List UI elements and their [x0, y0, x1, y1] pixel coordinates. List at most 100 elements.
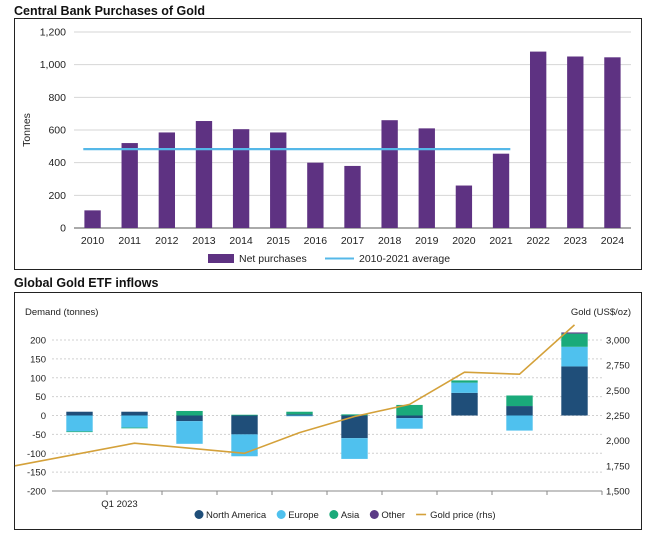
chart1-x-tick-label: 2021 [489, 235, 513, 247]
chart1-border [14, 18, 642, 270]
chart2-y2-tick-label: 3,000 [606, 336, 630, 347]
chart1-bar-2019 [418, 128, 435, 228]
chart2-bar-north-america [176, 415, 203, 422]
chart2-y-tick-label: -200 [27, 487, 46, 498]
chart2-legend-label-north-america: North America [206, 510, 267, 521]
chart2-bar-asia [561, 333, 588, 347]
chart1-x-tick-label: 2017 [341, 235, 365, 247]
chart2-bar-north-america [561, 366, 588, 416]
chart2-y-tick-label: -100 [27, 449, 46, 460]
chart1-y-tick-label: 200 [48, 190, 66, 202]
chart1-bar-2012 [158, 132, 176, 228]
chart1-bar-2022 [529, 51, 547, 228]
chart2-y-tick-label: -50 [32, 430, 46, 441]
chart2-y-tick-label: 100 [30, 373, 46, 384]
chart2-y2-tick-label: 1,750 [606, 461, 630, 472]
chart2-bar-europe [176, 421, 203, 444]
chart2-legend-label-other: Other [381, 510, 405, 521]
chart2-x-tick-label: Q1 2023 [101, 499, 137, 510]
chart1-bar-2015 [270, 132, 287, 228]
chart2-bar-north-america [121, 411, 148, 416]
chart1-x-tick-label: 2023 [564, 235, 588, 247]
chart2-y-tick-label: -150 [27, 468, 46, 479]
chart2-bar-asia [121, 427, 148, 429]
chart1-bar-2014 [232, 129, 250, 228]
chart1-y-tick-label: 1,200 [40, 27, 66, 39]
chart1-x-tick-label: 2018 [378, 235, 402, 247]
chart1-y-tick-label: 0 [60, 223, 66, 235]
chart2-bar-north-america [396, 415, 423, 419]
chart1-x-tick-label: 2016 [304, 235, 328, 247]
chart2-bar-north-america [506, 406, 533, 416]
chart2-legend-swatch-asia [329, 510, 339, 519]
chart1-x-tick-label: 2020 [452, 235, 476, 247]
chart2-y2-tick-label: 2,000 [606, 436, 630, 447]
chart1-bar-2011 [121, 143, 138, 228]
chart1-bar-2023 [567, 56, 584, 228]
chart2-border [14, 292, 642, 530]
chart2-y2-tick-label: 2,500 [606, 386, 630, 397]
chart2-bar-north-america [286, 414, 313, 416]
chart2-bar-asia [506, 395, 533, 407]
chart1-bar-2018 [381, 120, 398, 228]
chart2-legend-swatch-north-america [194, 510, 204, 519]
chart1-bar-2013 [195, 121, 213, 228]
chart2-bar-europe [66, 415, 93, 432]
chart2-bar-europe [506, 415, 533, 431]
chart2-bar-asia [231, 414, 258, 416]
chart1-legend-swatch-net-purchases [208, 254, 234, 263]
chart1-y-tick-label: 600 [48, 125, 66, 137]
chart1-x-tick-label: 2015 [267, 235, 291, 247]
chart2-y2-tick-label: 2,750 [606, 361, 630, 372]
chart2-bar-north-america [66, 411, 93, 416]
chart1-bar-2021 [492, 153, 510, 228]
chart1-x-tick-label: 2010 [81, 235, 105, 247]
chart1-x-tick-label: 2011 [118, 235, 141, 247]
chart2-bar-asia [451, 380, 478, 383]
chart2-bar-europe [561, 346, 588, 367]
chart1-x-tick-label: 2013 [192, 235, 216, 247]
chart2-y-tick-label: 200 [30, 336, 46, 347]
chart1-bar-2016 [307, 162, 324, 228]
central-bank-purchases-chart: 0 200 400 600 800 1,000 1,200 Tonnes 2010 2011 201… [14, 18, 642, 270]
chart2-bar-asia [341, 414, 368, 416]
chart2-bar-asia [286, 411, 313, 415]
chart2-legend-swatch-europe [276, 510, 286, 519]
chart2-bar-europe [396, 418, 423, 429]
chart2-bar-asia [66, 431, 93, 433]
chart2-y-tick-label: 50 [35, 392, 46, 403]
chart2-bar-north-america [231, 415, 258, 435]
chart2-legend-label-europe: Europe [288, 510, 319, 521]
chart1-bar-2017 [344, 165, 361, 228]
chart2-y2-tick-label: 1,500 [606, 487, 630, 498]
chart2-bar-europe [121, 415, 148, 428]
chart1-y-tick-label: 1,000 [40, 59, 66, 71]
chart1-bar-2010 [84, 210, 101, 228]
chart1-legend-label-average: 2010-2021 average [359, 253, 450, 265]
chart2-title: Global Gold ETF inflows [14, 276, 159, 290]
chart2-y2-axis-label: Gold (US$/oz) [571, 307, 631, 318]
chart1-bar-2020 [455, 185, 473, 228]
chart2-bar-europe [451, 382, 478, 393]
gold-etf-inflows-chart: Demand (tonnes) Gold (US$/oz) -200 -150 -100… [14, 292, 642, 530]
chart1-x-tick-label: 2012 [155, 235, 179, 247]
chart2-legend-label-asia: Asia [341, 510, 360, 521]
chart2-bar-europe [286, 415, 313, 417]
chart1-title: Central Bank Purchases of Gold [14, 4, 206, 18]
chart2-legend-label-gold-price: Gold price (rhs) [430, 510, 495, 521]
chart2-y-tick-label: 0 [41, 411, 46, 422]
chart1-y-tick-label: 800 [48, 92, 66, 104]
chart2-gold-price-line [14, 324, 576, 467]
chart2-y-tick-label: 150 [30, 354, 46, 365]
chart2-bar-asia [176, 410, 203, 416]
chart2-bar-asia [396, 404, 423, 416]
chart1-bar-2024 [604, 57, 621, 228]
chart1-x-tick-label: 2024 [601, 235, 625, 247]
chart2-y2-tick-label: 2,250 [606, 411, 630, 422]
chart1-legend-label-net-purchases: Net purchases [239, 253, 307, 265]
chart2-bar-europe [341, 438, 368, 459]
chart2-y-axis-label: Demand (tonnes) [25, 307, 98, 318]
chart2-bar-north-america [341, 415, 368, 439]
chart2-legend-swatch-other [369, 510, 379, 519]
chart1-x-tick-label: 2022 [526, 235, 550, 247]
